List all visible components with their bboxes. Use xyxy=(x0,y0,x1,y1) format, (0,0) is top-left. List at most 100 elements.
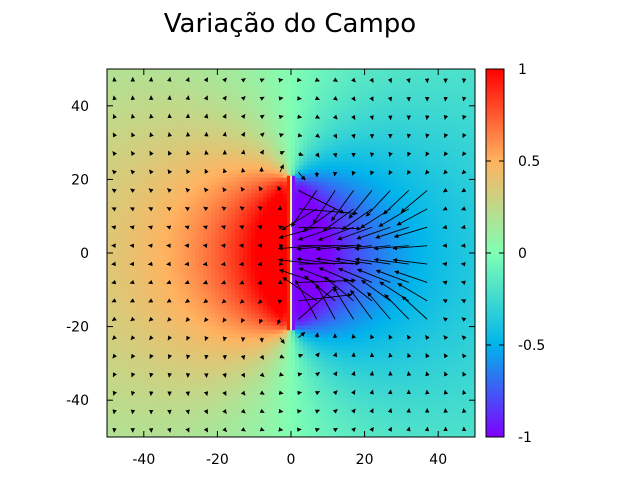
heat-cell xyxy=(255,161,260,166)
heat-cell xyxy=(123,193,128,198)
heat-cell xyxy=(191,97,196,102)
heat-cell xyxy=(107,145,112,150)
heat-cell xyxy=(187,309,192,314)
heat-cell xyxy=(155,373,160,378)
heat-cell xyxy=(167,273,172,278)
heat-cell xyxy=(191,209,196,214)
heat-cell xyxy=(231,293,236,298)
heat-cell xyxy=(107,349,112,354)
heat-cell xyxy=(191,297,196,302)
heat-cell xyxy=(215,149,220,154)
heat-cell xyxy=(139,429,144,434)
heat-cell xyxy=(251,357,256,362)
heat-cell xyxy=(279,289,284,294)
heat-cell xyxy=(251,165,256,170)
heat-cell xyxy=(255,93,260,98)
heat-cell xyxy=(231,69,236,74)
heat-cell xyxy=(175,281,180,286)
heat-cell xyxy=(299,345,304,350)
heat-cell xyxy=(107,225,112,230)
heat-cell xyxy=(171,369,176,374)
heat-cell xyxy=(135,181,140,186)
heat-cell xyxy=(259,425,264,430)
heat-cell xyxy=(259,217,264,222)
heat-cell xyxy=(215,345,220,350)
heat-cell xyxy=(139,341,144,346)
heat-cell xyxy=(243,333,248,338)
heat-cell xyxy=(115,237,120,242)
heat-cell xyxy=(115,73,120,78)
heat-cell xyxy=(259,121,264,126)
heat-cell xyxy=(227,357,232,362)
heat-cell xyxy=(251,173,256,178)
heat-cell xyxy=(267,333,272,338)
heat-cell xyxy=(139,73,144,78)
heat-cell xyxy=(147,433,152,437)
heat-cell xyxy=(267,217,272,222)
heat-cell xyxy=(295,401,300,406)
heat-cell xyxy=(219,329,224,334)
heat-cell xyxy=(211,261,216,266)
heat-cell xyxy=(151,205,156,210)
heat-cell xyxy=(243,189,248,194)
heat-cell xyxy=(255,113,260,118)
heat-cell xyxy=(243,421,248,426)
heat-cell xyxy=(131,301,136,306)
heat-cell xyxy=(135,161,140,166)
heat-cell xyxy=(115,301,120,306)
heat-cell xyxy=(203,237,208,242)
heat-cell xyxy=(155,137,160,142)
heat-cell xyxy=(171,377,176,382)
heat-cell xyxy=(287,417,292,422)
heat-cell xyxy=(151,225,156,230)
heat-cell xyxy=(311,337,316,342)
heat-cell xyxy=(267,317,272,322)
heat-cell xyxy=(199,93,204,98)
heat-cell xyxy=(151,261,156,266)
heat-cell xyxy=(179,417,184,422)
heat-cell xyxy=(243,405,248,410)
heat-cell xyxy=(187,89,192,94)
heat-cell xyxy=(191,113,196,118)
heat-cell xyxy=(263,289,268,294)
heat-cell xyxy=(183,317,188,322)
heat-cell xyxy=(291,361,296,366)
heat-cell xyxy=(135,205,140,210)
heat-cell xyxy=(151,125,156,130)
heat-cell xyxy=(299,337,304,342)
heat-cell xyxy=(159,429,164,434)
heat-cell xyxy=(275,129,280,134)
heat-cell xyxy=(311,105,316,110)
heat-cell xyxy=(227,297,232,302)
heat-cell xyxy=(287,93,292,98)
heat-cell xyxy=(187,281,192,286)
heat-cell xyxy=(143,221,148,226)
heat-cell xyxy=(267,205,272,210)
heat-cell xyxy=(131,357,136,362)
heat-cell xyxy=(119,409,124,414)
heat-cell xyxy=(315,277,320,282)
heat-cell xyxy=(271,197,276,202)
heat-cell xyxy=(207,133,212,138)
heat-cell xyxy=(315,337,320,342)
heat-cell xyxy=(267,357,272,362)
heat-cell xyxy=(303,233,308,238)
heat-cell xyxy=(207,365,212,370)
heat-cell xyxy=(175,353,180,358)
heat-cell xyxy=(151,353,156,358)
heat-cell xyxy=(235,341,240,346)
heat-cell xyxy=(275,245,280,250)
heat-cell xyxy=(287,433,292,437)
heat-cell xyxy=(291,165,296,170)
heat-cell xyxy=(227,133,232,138)
heat-cell xyxy=(135,249,140,254)
heat-cell xyxy=(183,229,188,234)
heat-cell xyxy=(175,345,180,350)
heat-cell xyxy=(195,169,200,174)
heat-cell xyxy=(207,85,212,90)
heat-cell xyxy=(211,217,216,222)
heat-cell xyxy=(307,265,312,270)
heat-cell xyxy=(319,401,324,406)
heat-cell xyxy=(175,429,180,434)
heat-cell xyxy=(243,101,248,106)
